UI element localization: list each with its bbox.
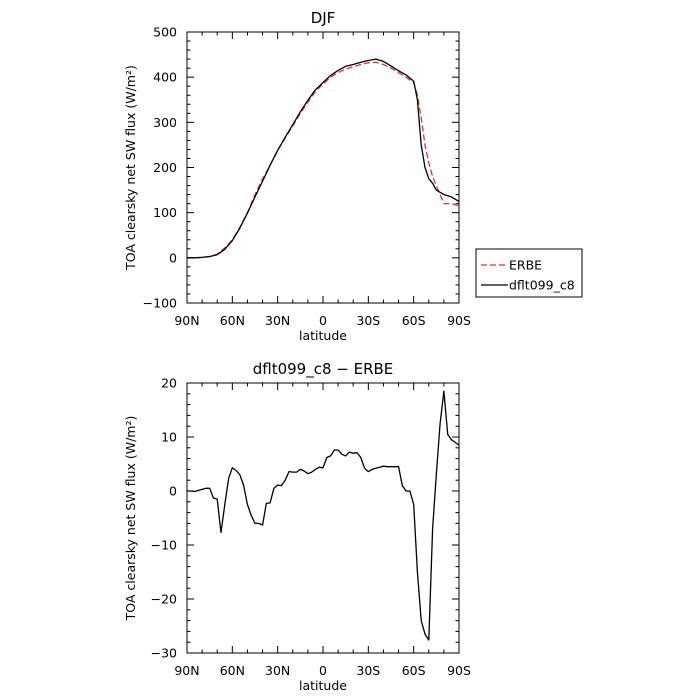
x-tick-label: 0 — [319, 663, 327, 678]
chart-title: dflt099_c8 − ERBE — [253, 360, 394, 379]
series-line-dflt099-c8 — [187, 58, 460, 259]
x-axis-label: latitude — [299, 678, 347, 693]
y-tick-label: 10 — [161, 430, 177, 445]
chart-panel-2: dflt099_c8 − ERBE 90N 60N 30N 0 30S 60S 90S −30 −… — [123, 360, 471, 693]
y-tick-label: −30 — [151, 646, 177, 661]
x-tick-label: 90N — [174, 663, 199, 678]
y-tick-label: −10 — [151, 538, 177, 553]
x-tick-label: 60N — [220, 313, 245, 328]
x-tick-label: 90S — [447, 663, 471, 678]
y-tick-label: 20 — [161, 376, 177, 391]
y-tick-label: 0 — [169, 484, 177, 499]
y-axis-label: TOA clearsky net SW flux (W/m²) — [123, 65, 138, 271]
x-tick-label: 30S — [356, 663, 380, 678]
y-tick-label: 400 — [153, 70, 177, 85]
plot-frame — [186, 382, 460, 654]
y-tick-label: 300 — [153, 115, 177, 130]
x-tick-label: 30S — [356, 313, 380, 328]
plot-frame — [186, 31, 460, 304]
series-line-erbe — [187, 61, 460, 259]
x-tick-label: 60S — [402, 663, 426, 678]
x-tick-label: 90S — [447, 313, 471, 328]
y-tick-label: −20 — [151, 592, 177, 607]
y-tick-label: 500 — [153, 25, 177, 40]
legend-label: ERBE — [509, 258, 542, 273]
y-tick-label: 0 — [169, 250, 177, 265]
legend: ERBE dflt099_c8 — [475, 248, 583, 298]
y-axis-label: TOA clearsky net SW flux (W/m²) — [123, 416, 138, 622]
series-line-difference — [187, 390, 460, 641]
y-tick-label: 100 — [153, 205, 177, 220]
x-tick-label: 30N — [265, 663, 290, 678]
legend-box — [475, 248, 583, 298]
y-tick-label: −100 — [143, 296, 177, 311]
x-tick-label: 0 — [319, 313, 327, 328]
chart-panel-1: DJF 90N 60N 30N 0 30S 60S 90S −100 0 100 200 300 400 5… — [123, 9, 583, 343]
x-tick-label: 90N — [174, 313, 199, 328]
x-tick-label: 30N — [265, 313, 290, 328]
x-tick-label: 60N — [220, 663, 245, 678]
legend-label: dflt099_c8 — [509, 278, 575, 293]
chart-title: DJF — [311, 9, 336, 27]
x-axis-label: latitude — [299, 328, 347, 343]
x-tick-label: 60S — [402, 313, 426, 328]
y-tick-label: 200 — [153, 160, 177, 175]
